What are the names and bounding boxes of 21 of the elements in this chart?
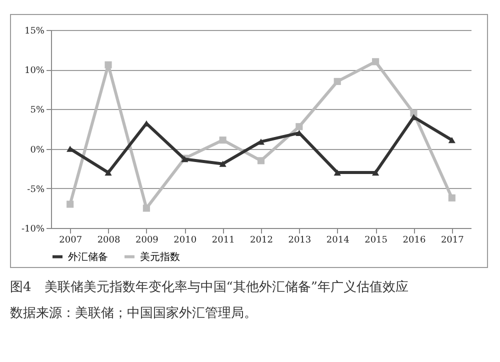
legend-label: 美元指数 <box>140 250 180 263</box>
y-tick-label: -5% <box>27 184 45 195</box>
y-tick-label: 5% <box>30 106 45 116</box>
x-tick-label: 2010 <box>174 236 197 246</box>
x-tick-label: 2011 <box>212 236 235 246</box>
x-tick-label: 2014 <box>326 236 350 246</box>
source-note: 数据来源：美联储；中国国家外汇管理局。 <box>10 305 257 322</box>
legend-label: 外汇储备 <box>68 250 108 263</box>
y-tick-label: 10% <box>24 66 45 76</box>
y-tick-label: 0% <box>30 145 45 156</box>
caption: 图4 美联储美元指数年变化率与中国“其他外汇储备”年广义估值效应 <box>10 279 409 296</box>
x-tick-label: 2013 <box>288 236 312 246</box>
x-tick-label: 2007 <box>59 236 82 246</box>
x-tick-label: 2017 <box>440 236 464 246</box>
x-tick-label: 2009 <box>136 236 159 246</box>
x-tick-label: 2008 <box>97 236 120 246</box>
y-tick-label: 15% <box>24 26 45 36</box>
x-tick-label: 2015 <box>364 236 388 246</box>
x-tick-label: 2012 <box>250 236 273 246</box>
y-tick-label: -10% <box>21 224 45 234</box>
x-tick-label: 2016 <box>402 236 426 246</box>
